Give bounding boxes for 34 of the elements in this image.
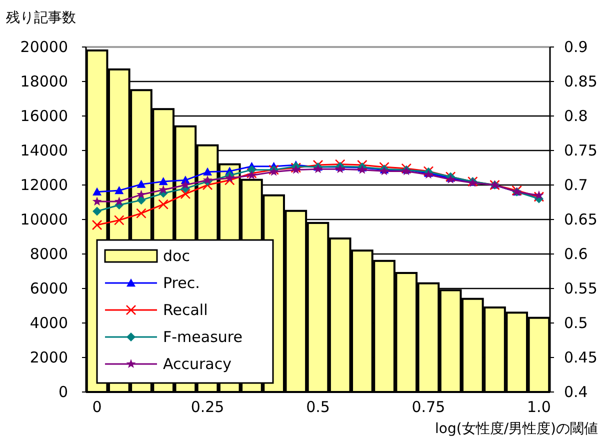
y-axis-title: 残り記事数 xyxy=(6,10,76,26)
y-tick-label: 4000 xyxy=(30,314,68,332)
y-tick-label: 14000 xyxy=(20,142,68,160)
y2-tick-label: 0.65 xyxy=(564,210,598,228)
y2-tick-label: 0.8 xyxy=(564,107,588,125)
y-tick-label: 10000 xyxy=(20,210,68,228)
y-tick-label: 18000 xyxy=(20,72,68,90)
y-tick-label: 0 xyxy=(58,383,68,401)
y2-tick-label: 0.55 xyxy=(564,280,598,298)
legend-label: F-measure xyxy=(163,328,242,346)
y2-tick-label: 0.4 xyxy=(564,383,588,401)
x-tick-label: 1.0 xyxy=(527,398,551,416)
y-tick-label: 12000 xyxy=(20,176,68,194)
y-tick-label: 8000 xyxy=(30,245,68,263)
y-tick-label: 20000 xyxy=(20,38,68,56)
y2-tick-label: 0.7 xyxy=(564,176,588,194)
y2-tick-label: 0.5 xyxy=(564,314,588,332)
y-tick-label: 6000 xyxy=(30,280,68,298)
legend-label: doc xyxy=(163,247,190,265)
y-tick-label: 16000 xyxy=(20,107,68,125)
x-tick-label: 0.5 xyxy=(306,398,330,416)
y-tick-label: 2000 xyxy=(30,348,68,366)
x-axis-title: log(女性度/男性度)の閾値 xyxy=(435,421,598,437)
legend-label: Prec. xyxy=(163,274,200,292)
y2-tick-label: 0.6 xyxy=(564,245,588,263)
y2-tick-label: 0.45 xyxy=(564,348,598,366)
legend-label: Recall xyxy=(163,301,208,319)
y2-tick-label: 0.9 xyxy=(564,38,588,56)
x-tick-label: 0 xyxy=(92,398,102,416)
x-tick-label: 0.75 xyxy=(412,398,446,416)
y2-tick-label: 0.85 xyxy=(564,72,598,90)
legend-label: Accuracy xyxy=(163,355,232,373)
y2-tick-label: 0.75 xyxy=(564,142,598,160)
x-tick-label: 0.25 xyxy=(190,398,224,416)
